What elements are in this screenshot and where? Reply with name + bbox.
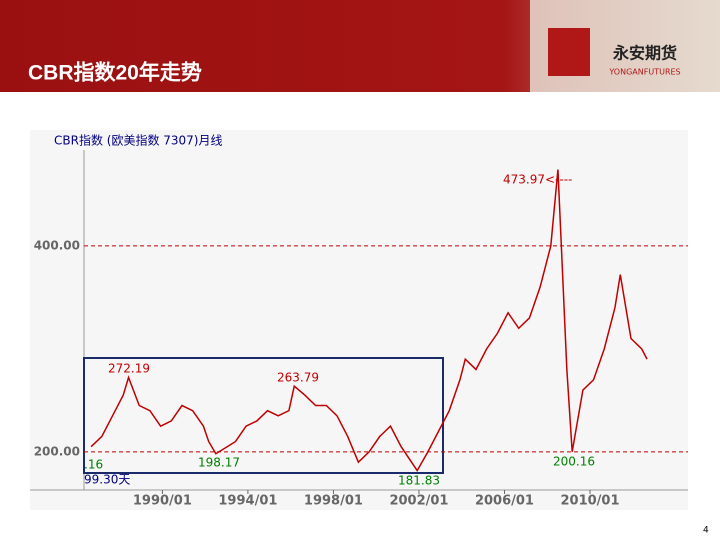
x-tick-label: 2002/01 — [389, 494, 448, 509]
annotation: .16 — [84, 458, 103, 472]
annotation: 198.17 — [198, 456, 240, 470]
highlight-box — [83, 357, 444, 474]
x-tick-label: 2006/01 — [475, 494, 534, 509]
y-tick-label: 200.00 — [34, 444, 80, 458]
x-tick-label: 1998/01 — [304, 494, 363, 509]
annotation: 473.97<---- — [503, 173, 572, 187]
annotation: 181.83 — [398, 474, 440, 488]
chart-title: CBR指数 (欧美指数 7307)月线 — [54, 133, 222, 148]
slide-title: CBR指数20年走势 — [28, 61, 202, 85]
y-tick-label: 400.00 — [34, 238, 80, 252]
annotation: 200.16 — [553, 455, 595, 469]
annotation: 99.30天 — [84, 473, 130, 487]
logo-mark — [548, 28, 590, 76]
page-number: 4 — [703, 526, 709, 536]
chart-area — [30, 130, 688, 510]
logo-en: YONGANFUTURES — [608, 68, 680, 77]
annotation: 272.19 — [108, 362, 150, 376]
x-tick-label: 2010/01 — [560, 494, 619, 509]
x-tick-label: 1994/01 — [218, 494, 277, 509]
logo-cn: 永安期货 — [612, 44, 677, 63]
data-line — [90, 169, 648, 473]
x-tick-label: 1990/01 — [133, 494, 192, 509]
annotation: 263.79 — [277, 371, 319, 385]
